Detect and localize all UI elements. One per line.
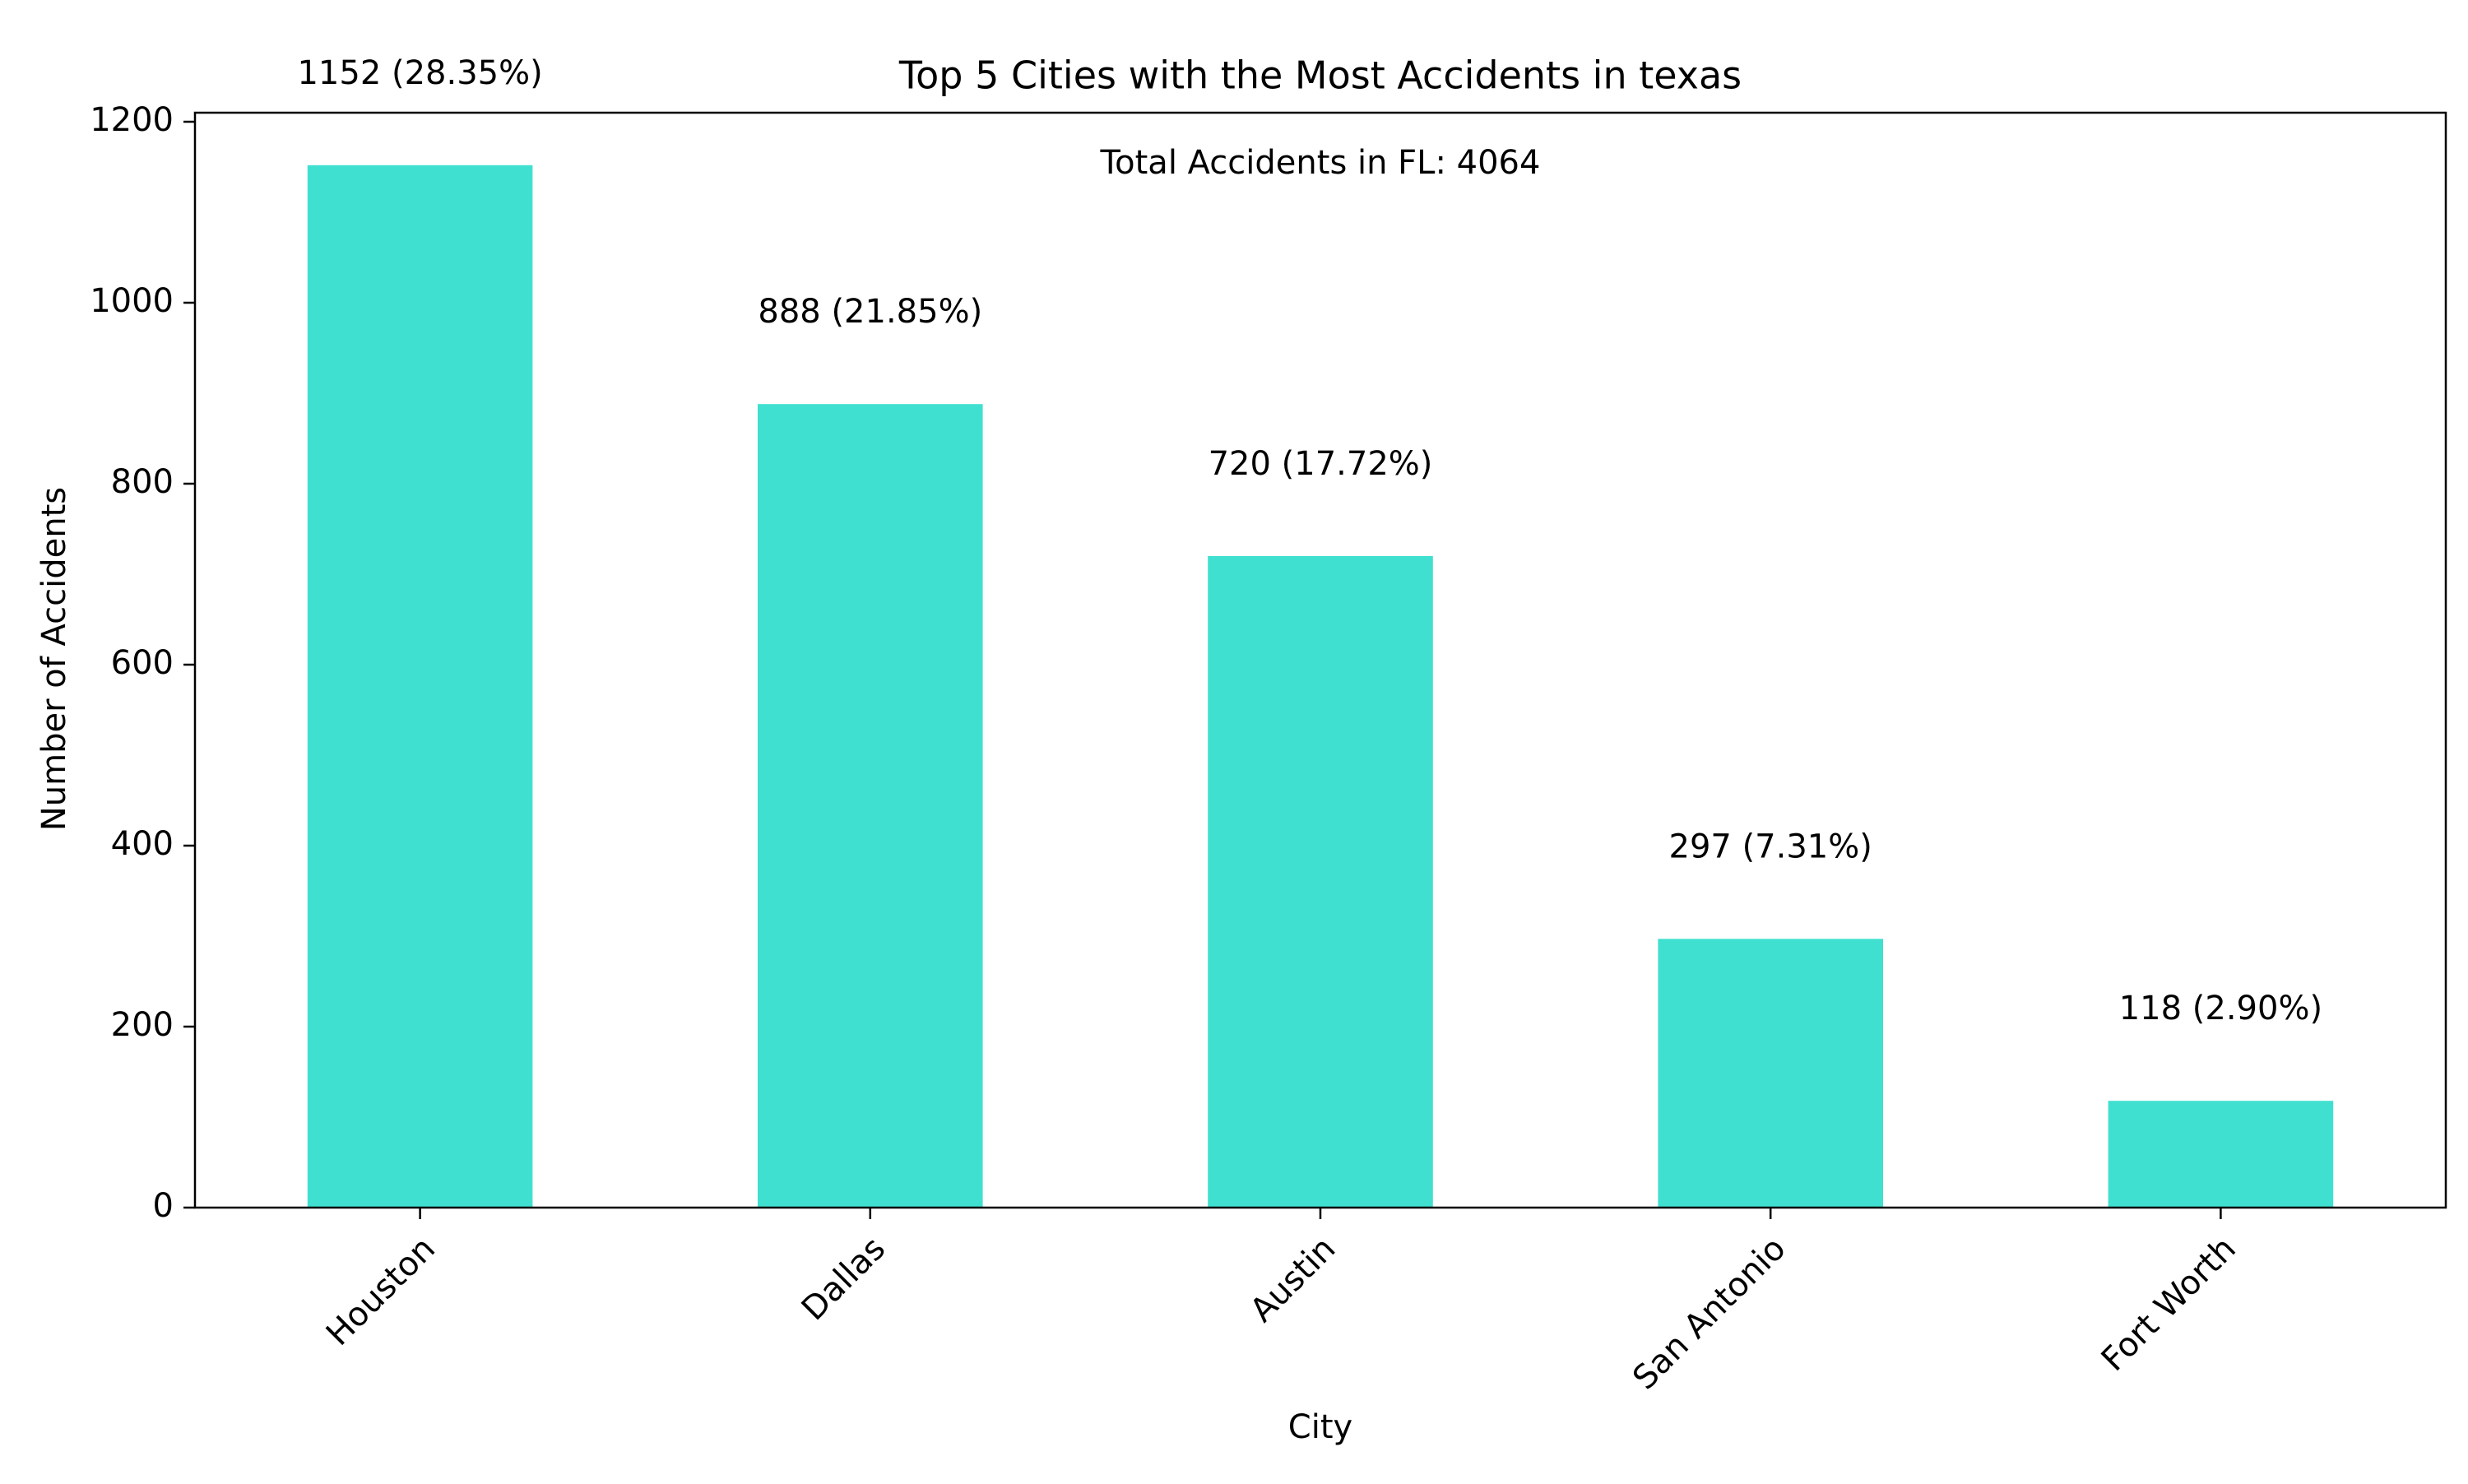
y-tick-label-600: 600 bbox=[111, 644, 174, 682]
y-axis-label: Number of Accidents bbox=[35, 487, 73, 831]
x-tick-label-austin: Austin bbox=[1243, 1230, 1343, 1329]
data-label-houston: 1152 (28.35%) bbox=[297, 54, 542, 92]
y-tick-label-800: 800 bbox=[111, 463, 174, 501]
y-tick-label-200: 200 bbox=[111, 1006, 174, 1044]
plot-area-frame bbox=[193, 111, 2447, 1209]
x-tick-label-houston: Houston bbox=[319, 1230, 443, 1353]
x-tick-label-san-antonio: San Antonio bbox=[1626, 1230, 1793, 1397]
bar-fort-worth bbox=[2108, 1101, 2334, 1208]
data-label-fort-worth: 118 (2.90%) bbox=[2119, 990, 2322, 1027]
bar-san-antonio bbox=[1658, 939, 1883, 1208]
chart-title: Top 5 Cities with the Most Accidents in … bbox=[898, 53, 1742, 98]
x-tick-label-dallas: Dallas bbox=[795, 1230, 893, 1328]
total-accidents-annotation: Total Accidents in FL: 4064 bbox=[1100, 144, 1541, 182]
bar-houston bbox=[307, 165, 533, 1208]
x-tick-label-fort-worth: Fort Worth bbox=[2095, 1230, 2243, 1379]
y-tick-label-400: 400 bbox=[111, 825, 174, 863]
y-tick-label-1200: 1200 bbox=[90, 101, 174, 139]
bar-austin bbox=[1208, 556, 1433, 1208]
x-axis-label: City bbox=[1288, 1408, 1352, 1446]
data-label-dallas: 888 (21.85%) bbox=[758, 293, 982, 331]
data-labels-layer: 1152 (28.35%) 888 (21.85%) 720 (17.72%) 297… bbox=[297, 54, 2322, 1027]
bar-dallas bbox=[758, 404, 983, 1208]
data-label-san-antonio: 297 (7.31%) bbox=[1669, 828, 1872, 865]
y-tick-label-0: 0 bbox=[153, 1187, 174, 1225]
data-label-austin: 720 (17.72%) bbox=[1208, 445, 1433, 483]
bars-layer bbox=[307, 165, 2334, 1208]
y-tick-label-1000: 1000 bbox=[90, 282, 174, 320]
